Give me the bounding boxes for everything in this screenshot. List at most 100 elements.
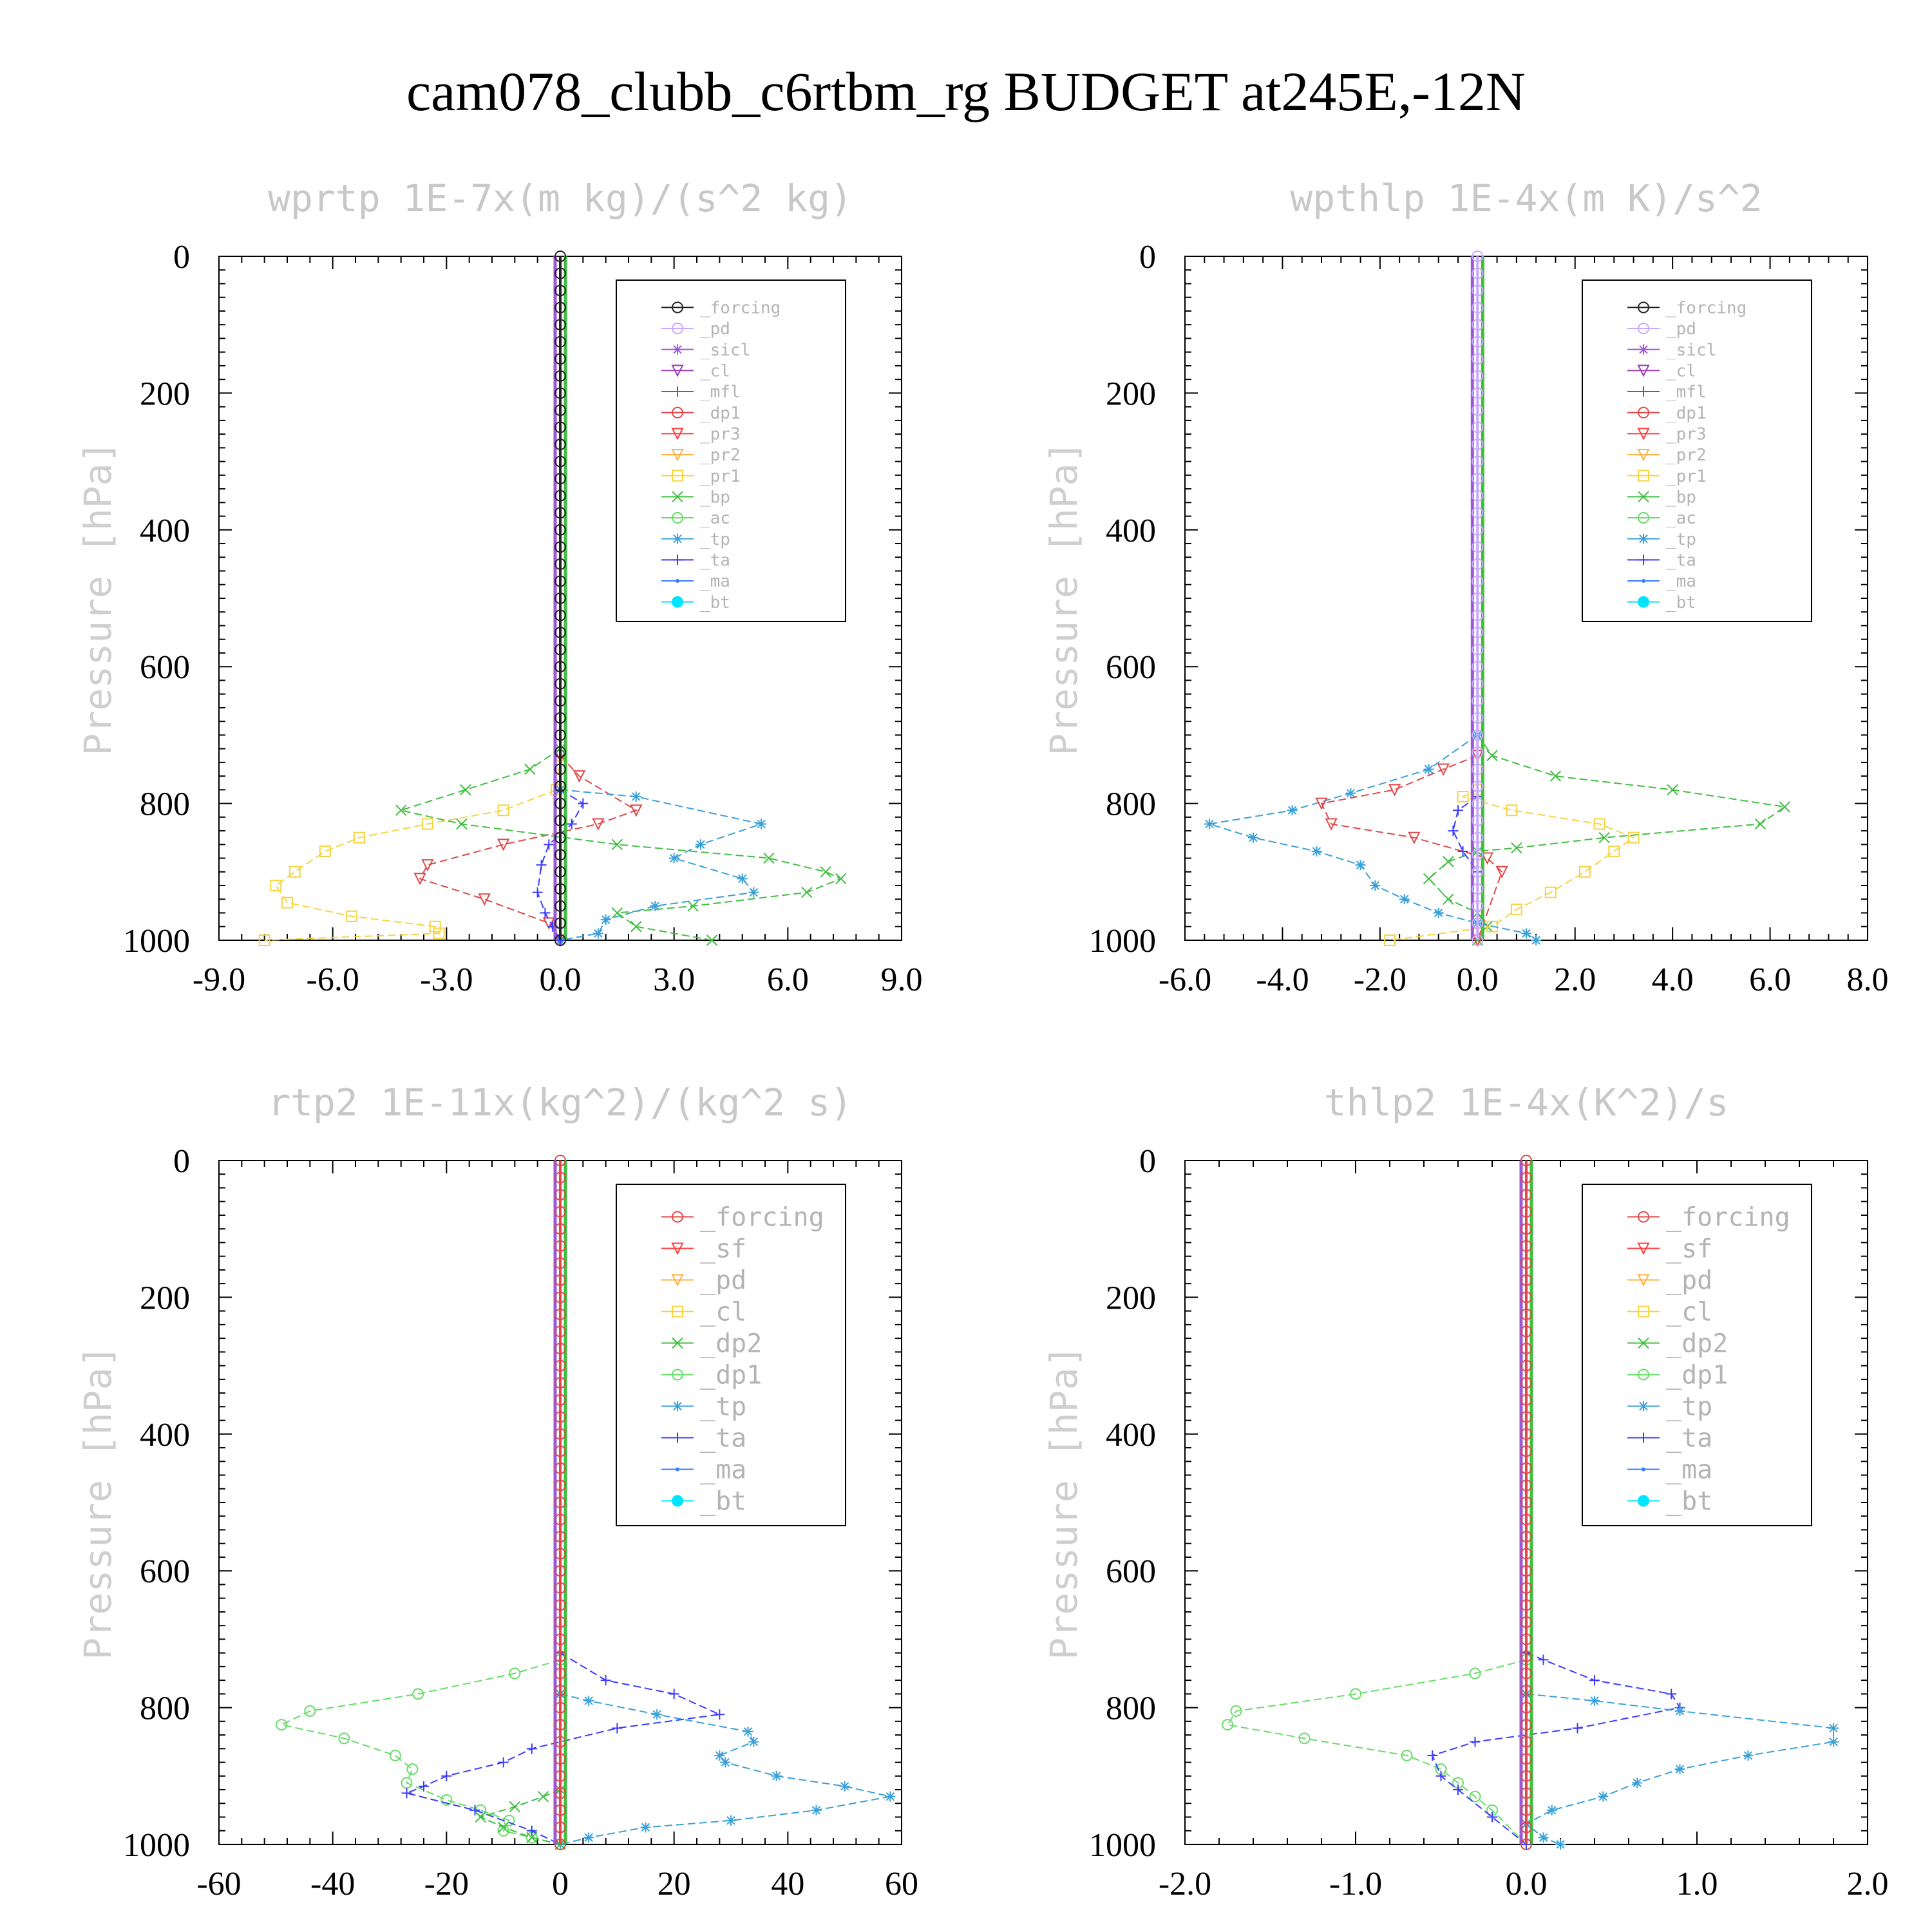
data-point: [497, 1821, 509, 1833]
data-point: [509, 1801, 521, 1813]
y-axis-label: Pressure [hPa]: [76, 441, 120, 756]
legend-item: _pr1: [1627, 467, 1707, 486]
data-point: [554, 849, 566, 861]
data-point: [353, 831, 365, 844]
legend-label: _ta: [700, 1424, 746, 1454]
data-point: [554, 353, 566, 365]
data-point: [1472, 849, 1484, 861]
y-tick-label: 600: [140, 649, 190, 686]
legend-label: _sicl: [1666, 341, 1716, 360]
data-point: [1520, 1616, 1532, 1628]
data-point: [1520, 1377, 1532, 1389]
series-line: [279, 1659, 561, 1845]
legend-marker: [1642, 1467, 1645, 1472]
data-point: [1472, 866, 1484, 878]
data-point: [554, 1548, 566, 1560]
data-point: [1401, 1749, 1413, 1761]
data-point: [1345, 788, 1356, 799]
panel-title: rtp2 1E-11x(kg^2)/(kg^2 s): [268, 1081, 853, 1124]
data-point: [440, 1794, 453, 1806]
legend-label: _forcing: [700, 1203, 824, 1233]
data-point: [600, 1675, 611, 1686]
series-ta: [1427, 1647, 1685, 1850]
data-point: [1469, 1790, 1481, 1803]
data-point: [1472, 661, 1484, 673]
data-point: [1472, 627, 1484, 639]
data-point: [1520, 1839, 1532, 1850]
data-point: [1472, 677, 1484, 690]
data-point: [554, 934, 566, 946]
data-point: [554, 763, 566, 775]
legend-marker: [1638, 1432, 1649, 1443]
legend-marker: [672, 512, 683, 524]
legend-item: _pr2: [661, 446, 741, 465]
legend-label: _pr1: [1666, 467, 1707, 486]
y-tick-label: 200: [140, 375, 190, 412]
data-point: [497, 838, 510, 851]
data-point: [748, 887, 759, 898]
data-point: [1315, 797, 1328, 810]
data-point: [537, 1790, 549, 1803]
legend-item: _ta: [661, 551, 730, 570]
legend-label: _tp: [700, 1392, 746, 1422]
data-point: [1472, 797, 1484, 810]
data-point: [1472, 575, 1484, 587]
legend-item: _bt: [661, 593, 730, 612]
data-point: [554, 643, 566, 656]
legend-label: _pr1: [700, 467, 741, 486]
data-point: [592, 928, 603, 939]
x-tick-label: 4.0: [1652, 961, 1694, 998]
legend-label: _forcing: [1666, 1203, 1790, 1233]
data-point: [630, 791, 641, 802]
data-point: [1495, 866, 1508, 879]
x-tick-label: 0.0: [540, 961, 582, 998]
data-point: [554, 609, 566, 621]
data-point: [554, 507, 566, 519]
data-point: [1472, 695, 1484, 707]
data-point: [1520, 1701, 1532, 1714]
data-point: [554, 729, 566, 741]
y-tick-label: 400: [1106, 1417, 1156, 1454]
data-point: [1520, 1719, 1532, 1731]
data-point: [1520, 1736, 1532, 1748]
legend-label: _dp2: [700, 1329, 762, 1359]
data-point: [498, 1757, 509, 1768]
data-point: [554, 336, 566, 348]
legend-item: _cl: [661, 1298, 746, 1327]
data-point: [554, 1599, 566, 1611]
legend-marker: [672, 386, 683, 397]
legend-label: _dp1: [700, 404, 741, 423]
data-point: [1598, 831, 1610, 844]
legend-marker: [1638, 596, 1649, 608]
legend-marker: [1637, 449, 1650, 462]
data-point: [1486, 920, 1498, 933]
legend-label: _cl: [1666, 361, 1696, 381]
legend-label: _tp: [1666, 1392, 1712, 1422]
data-point: [1472, 353, 1484, 365]
data-point: [695, 839, 706, 850]
data-point: [554, 1616, 566, 1628]
legend-marker: [1638, 386, 1649, 397]
data-point: [592, 818, 605, 831]
data-point: [554, 387, 566, 399]
data-point: [1520, 1685, 1532, 1697]
data-point: [771, 1770, 782, 1781]
data-point: [554, 1189, 566, 1201]
data-point: [1520, 1753, 1532, 1765]
data-point: [1423, 873, 1435, 885]
data-point: [1453, 1785, 1463, 1795]
legend-label: _bt: [700, 1487, 746, 1517]
data-point: [1593, 818, 1605, 830]
data-point: [554, 251, 566, 262]
series-line: [536, 789, 584, 941]
legend-marker: [1637, 1274, 1650, 1287]
data-point: [885, 1791, 896, 1802]
legend-label: _ma: [1666, 1455, 1712, 1485]
data-point: [433, 927, 445, 940]
legend-label: _pd: [1666, 1266, 1712, 1296]
y-tick-label: 600: [1106, 1553, 1156, 1590]
data-point: [1472, 592, 1484, 604]
data-point: [1520, 1171, 1532, 1184]
legend-item: _mfl: [661, 383, 741, 402]
legend-label: _ta: [700, 551, 730, 570]
